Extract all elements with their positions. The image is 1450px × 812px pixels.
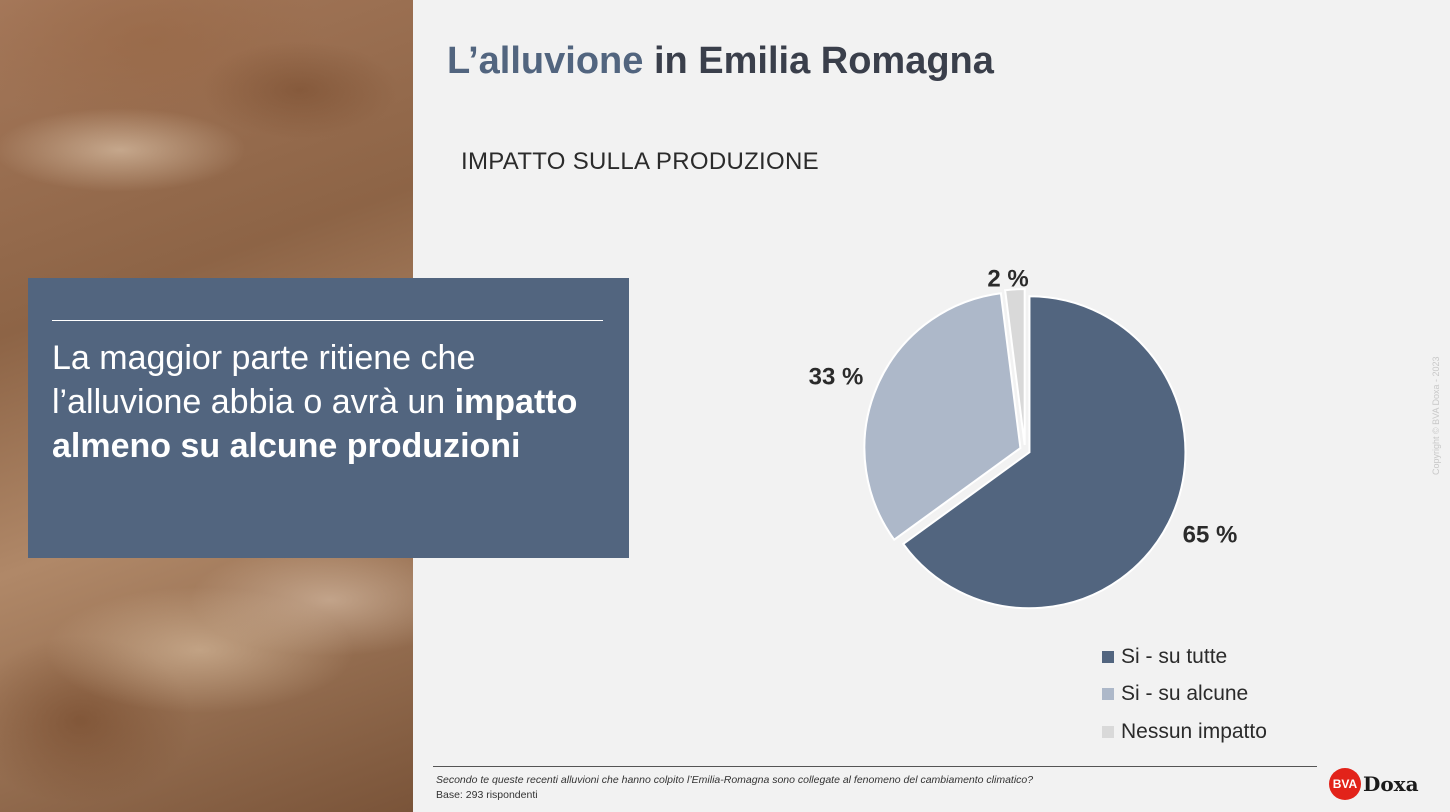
- chart-legend: Si - su tutte Si - su alcune Nessun impa…: [1102, 638, 1267, 751]
- footer-question: Secondo te queste recenti alluvioni che …: [436, 774, 1034, 786]
- legend-item-su-alcune: Si - su alcune: [1102, 676, 1267, 714]
- copyright-note: Copyright © BVA Doxa - 2023: [1431, 356, 1441, 475]
- callout-rule: [52, 320, 603, 321]
- pie-slice-2: [863, 292, 1022, 542]
- bva-doxa-logo: BVA Doxa: [1329, 768, 1419, 800]
- legend-swatch: [1102, 650, 1114, 663]
- callout-text-regular: La maggior parte ritiene che l’alluvione…: [52, 339, 476, 421]
- legend-label: Nessun impatto: [1121, 719, 1267, 743]
- legend-swatch: [1102, 688, 1114, 701]
- title-rest: in Emilia Romagna: [643, 40, 994, 82]
- pie-data-label-2: 33 %: [809, 363, 864, 390]
- page-title: L’alluvione in Emilia Romagna: [447, 40, 994, 83]
- pie-slice-1: [901, 295, 1187, 610]
- pie-data-label-3: 2 %: [987, 265, 1028, 292]
- callout-text-bold: impatto almeno su alcune produzioni: [52, 383, 578, 465]
- pie-data-label-1: 65 %: [1183, 521, 1238, 548]
- chart-subtitle: IMPATTO SULLA PRODUZIONE: [461, 148, 819, 175]
- title-accent: L’alluvione: [447, 40, 644, 82]
- legend-item-su-tutte: Si - su tutte: [1102, 638, 1267, 676]
- legend-swatch: [1102, 725, 1114, 738]
- footer-divider: [433, 766, 1317, 767]
- legend-label: Si - su alcune: [1121, 682, 1249, 706]
- callout-box: La maggior parte ritiene che l’alluvione…: [28, 278, 629, 558]
- logo-mark: BVA: [1329, 768, 1361, 800]
- legend-label: Si - su tutte: [1121, 644, 1228, 668]
- legend-item-nessun-impatto: Nessun impatto: [1102, 713, 1267, 751]
- callout-text: La maggior parte ritiene che l’alluvione…: [52, 336, 612, 468]
- footer-base: Base: 293 rispondenti: [436, 789, 538, 801]
- pie-slice-3: [1004, 288, 1026, 446]
- logo-word: Doxa: [1363, 772, 1419, 796]
